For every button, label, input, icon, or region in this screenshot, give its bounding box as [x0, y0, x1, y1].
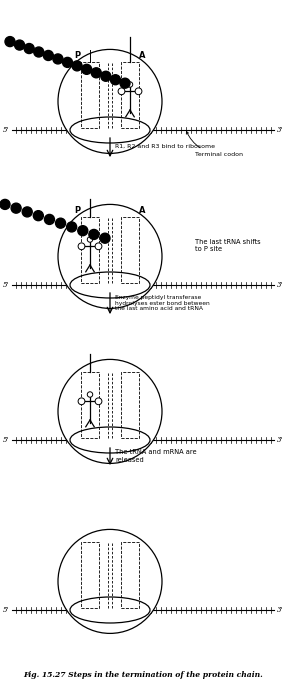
Circle shape — [34, 47, 44, 57]
Bar — [81, 542, 99, 608]
Text: 5': 5' — [3, 126, 9, 134]
Ellipse shape — [70, 427, 150, 453]
Circle shape — [91, 68, 101, 78]
Circle shape — [58, 359, 162, 464]
Text: Fig. 15.27 Steps in the termination of the protein chain.: Fig. 15.27 Steps in the termination of t… — [23, 671, 263, 679]
Text: 5': 5' — [3, 436, 9, 444]
Circle shape — [78, 243, 85, 249]
Text: 3': 3' — [277, 126, 283, 134]
Circle shape — [72, 61, 82, 71]
Bar — [81, 217, 99, 283]
Ellipse shape — [70, 117, 150, 143]
Circle shape — [55, 218, 65, 228]
Text: A: A — [139, 51, 145, 60]
Circle shape — [33, 211, 43, 220]
Circle shape — [110, 75, 120, 85]
Text: A: A — [139, 206, 145, 215]
Text: Enzyme peptidyl transferase
hydrolyses ester bond between
the last amino acid an: Enzyme peptidyl transferase hydrolyses e… — [115, 294, 210, 312]
Circle shape — [22, 207, 32, 217]
Circle shape — [67, 222, 77, 232]
Circle shape — [120, 78, 130, 88]
Circle shape — [43, 50, 53, 61]
Bar — [121, 542, 139, 608]
Text: 5': 5' — [3, 606, 9, 614]
Text: Terminal codon: Terminal codon — [186, 131, 243, 157]
Circle shape — [58, 529, 162, 634]
Circle shape — [58, 205, 162, 308]
Circle shape — [101, 71, 111, 82]
Text: P: P — [74, 206, 80, 215]
Circle shape — [78, 226, 88, 236]
Circle shape — [100, 233, 110, 243]
Circle shape — [78, 398, 85, 405]
Circle shape — [53, 54, 63, 64]
Circle shape — [127, 82, 133, 87]
Ellipse shape — [70, 272, 150, 298]
Circle shape — [89, 229, 99, 240]
Text: R1, R2 and R3 bind to ribosome: R1, R2 and R3 bind to ribosome — [115, 144, 215, 149]
Circle shape — [5, 37, 15, 46]
Bar — [81, 62, 99, 128]
Circle shape — [135, 88, 142, 95]
Circle shape — [82, 64, 92, 75]
Bar — [121, 372, 139, 438]
Circle shape — [95, 243, 102, 249]
Circle shape — [24, 44, 34, 53]
Circle shape — [95, 398, 102, 405]
Text: 3': 3' — [277, 606, 283, 614]
Circle shape — [87, 237, 93, 243]
Circle shape — [118, 88, 125, 95]
Circle shape — [15, 40, 25, 50]
Circle shape — [44, 214, 54, 225]
Bar — [81, 372, 99, 438]
Text: P: P — [74, 51, 80, 60]
Circle shape — [58, 49, 162, 153]
Circle shape — [0, 200, 10, 209]
Text: 5': 5' — [3, 281, 9, 289]
Ellipse shape — [70, 597, 150, 623]
Text: The tRNA and mRNA are
released: The tRNA and mRNA are released — [115, 450, 197, 462]
Circle shape — [87, 392, 93, 397]
Text: 3': 3' — [277, 281, 283, 289]
Bar — [121, 62, 139, 128]
Text: 3': 3' — [277, 436, 283, 444]
Circle shape — [63, 57, 72, 68]
Circle shape — [11, 203, 21, 213]
Bar — [121, 217, 139, 283]
Text: The last tRNA shifts
to P site: The last tRNA shifts to P site — [195, 238, 261, 252]
